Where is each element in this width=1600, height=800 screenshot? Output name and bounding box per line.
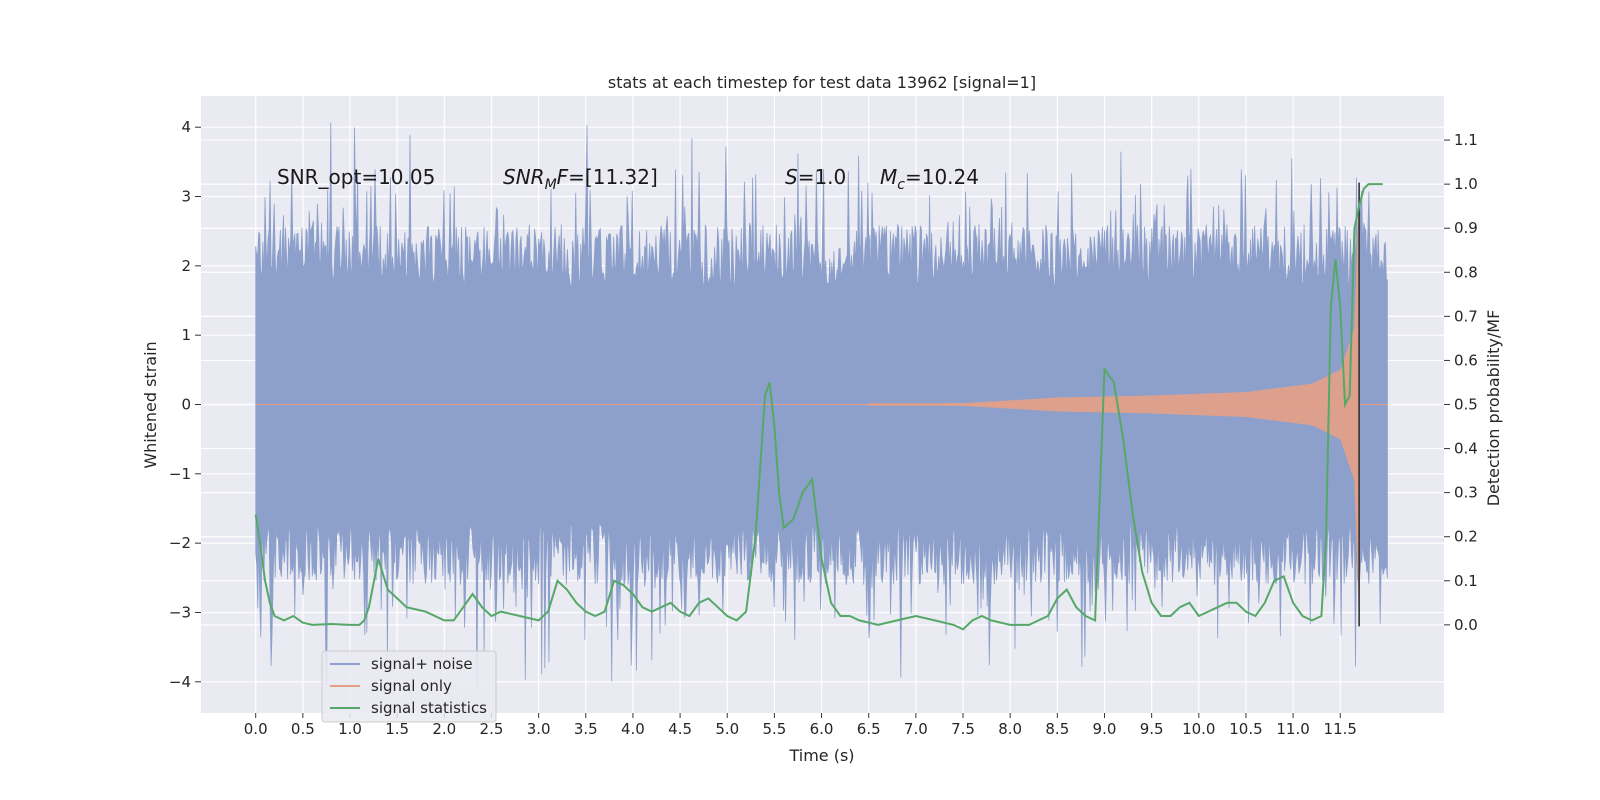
y-axis-ticks: −4 −3 −2 −1 0 1 2 3 4 <box>169 118 201 691</box>
legend: signal+ noise signal only signal statist… <box>321 650 497 723</box>
x-tick-label: 3.5 <box>574 720 598 738</box>
annotation-s-value: =1.0 <box>798 165 847 189</box>
y2-tick-label: 1.0 <box>1454 175 1478 193</box>
x-tick-label: 4.5 <box>668 720 692 738</box>
x-tick-label: 6.0 <box>810 720 834 738</box>
y-tick-label: 1 <box>181 326 191 344</box>
x-tick-label: 1.5 <box>385 720 409 738</box>
x-tick-label: 5.0 <box>715 720 739 738</box>
y-tick-label: 2 <box>181 257 191 275</box>
y2-tick-label: 0.9 <box>1454 219 1478 237</box>
x-axis-label: Time (s) <box>788 746 854 765</box>
signal-only-series <box>255 182 1388 627</box>
x-tick-label: 1.0 <box>338 720 362 738</box>
y-tick-label: −4 <box>169 673 191 691</box>
legend-label-noise: signal+ noise <box>371 655 473 673</box>
x-tick-label: 5.5 <box>762 720 786 738</box>
x-tick-label: 2.0 <box>432 720 456 738</box>
x-tick-label: 4.0 <box>621 720 645 738</box>
annotation-mc-value: =10.24 <box>905 165 979 189</box>
y2-tick-label: 0.0 <box>1454 616 1478 634</box>
x-tick-label: 8.0 <box>998 720 1022 738</box>
annotation-snr-mf: SNRMF=[11.32] <box>503 165 658 193</box>
y2-tick-label: 0.6 <box>1454 351 1478 369</box>
noise-upper-envelope <box>255 122 1388 405</box>
y-tick-label: −1 <box>169 465 191 483</box>
annotation-snr-mf-value: =[11.32] <box>568 165 658 189</box>
x-axis-ticks: 0.0 0.5 1.0 1.5 2.0 2.5 3.0 3.5 4.0 4.5 5.0 5.5 6.0 6… <box>244 713 1357 738</box>
x-tick-label: 0.0 <box>244 720 268 738</box>
x-tick-label: 0.5 <box>291 720 315 738</box>
x-tick-label: 7.5 <box>951 720 975 738</box>
chart-title: stats at each timestep for test data 139… <box>608 73 1036 92</box>
x-tick-label: 11.0 <box>1276 720 1309 738</box>
y-tick-label: −3 <box>169 603 191 621</box>
y-tick-label: 0 <box>181 396 191 414</box>
x-tick-label: 10.5 <box>1229 720 1262 738</box>
x-tick-label: 2.5 <box>480 720 504 738</box>
y2-axis-label: Detection probability/MF <box>1484 310 1503 507</box>
y2-axis-ticks: 0.0 0.1 0.2 0.3 0.4 0.5 0.6 0.7 0.8 0.9 1.0 1.1 <box>1444 131 1478 634</box>
signal-statistics-line <box>254 183 1383 631</box>
annotation-mc: Mc=10.24 <box>880 165 979 193</box>
x-tick-label: 9.5 <box>1140 720 1164 738</box>
x-tick-label: 11.5 <box>1324 720 1357 738</box>
y2-tick-label: 0.2 <box>1454 528 1478 546</box>
y2-tick-label: 0.5 <box>1454 396 1478 414</box>
y-axis-label: Whitened strain <box>141 341 160 468</box>
x-tick-label: 9.0 <box>1093 720 1117 738</box>
y2-tick-label: 0.1 <box>1454 572 1478 590</box>
legend-label-signal: signal only <box>371 677 452 695</box>
legend-box <box>321 650 497 723</box>
x-tick-label: 10.0 <box>1182 720 1215 738</box>
annotation-snr-opt: SNR_opt=10.05 <box>277 165 435 189</box>
y-tick-label: −2 <box>169 534 191 552</box>
y-tick-label: 3 <box>181 188 191 206</box>
legend-label-stats: signal statistics <box>371 699 487 717</box>
x-tick-label: 7.0 <box>904 720 928 738</box>
x-tick-label: 8.5 <box>1045 720 1069 738</box>
y2-tick-label: 1.1 <box>1454 131 1478 149</box>
noise-lower-envelope <box>255 404 1388 688</box>
annotation-s: S=1.0 <box>785 165 846 189</box>
y2-tick-label: 0.8 <box>1454 263 1478 281</box>
y2-tick-label: 0.4 <box>1454 440 1478 458</box>
x-tick-label: 6.5 <box>857 720 881 738</box>
y2-tick-label: 0.3 <box>1454 484 1478 502</box>
y-tick-label: 4 <box>181 118 191 136</box>
x-tick-label: 3.0 <box>527 720 551 738</box>
y2-tick-label: 0.7 <box>1454 307 1478 325</box>
